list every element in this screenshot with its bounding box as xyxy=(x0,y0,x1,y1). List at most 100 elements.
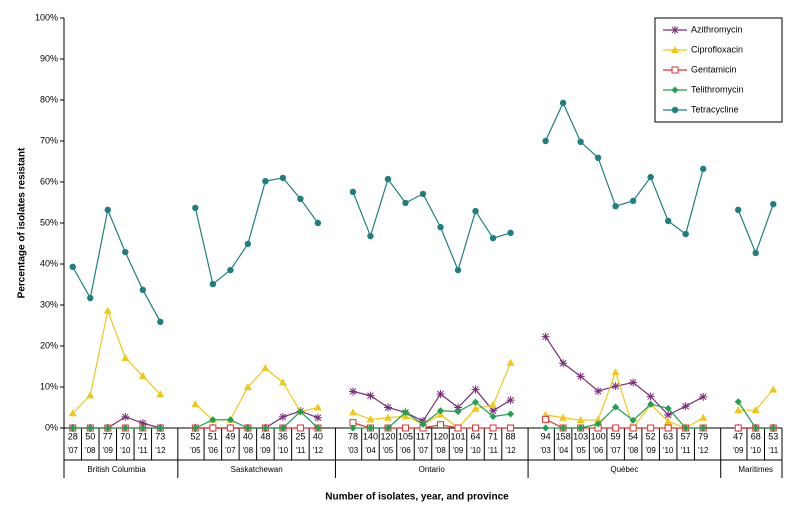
year-label: '11 xyxy=(768,446,778,455)
year-label: '09 xyxy=(260,446,271,455)
y-axis-label: Percentage of isolates resistant xyxy=(17,147,28,298)
year-label: '04 xyxy=(558,446,569,455)
point xyxy=(139,286,147,294)
point xyxy=(436,389,445,398)
point xyxy=(383,413,392,421)
point xyxy=(243,383,252,390)
point xyxy=(611,382,620,391)
isolate-count: 63 xyxy=(663,431,673,441)
year-label: '07 xyxy=(610,446,621,455)
series-line xyxy=(545,336,704,416)
year-label: '07 xyxy=(418,446,429,455)
y-tick-label: 80% xyxy=(40,94,58,104)
year-label: '10 xyxy=(751,446,762,455)
y-tick-label: 20% xyxy=(40,340,58,350)
point xyxy=(682,424,690,432)
point xyxy=(506,358,515,366)
point xyxy=(261,424,269,432)
y-tick-label: 10% xyxy=(40,381,58,391)
legend-label: Ciprofloxacin xyxy=(691,44,743,54)
point xyxy=(87,294,94,302)
point xyxy=(664,417,673,425)
year-label: '07 xyxy=(225,446,236,455)
point xyxy=(384,424,392,432)
group-label: Québec xyxy=(610,465,638,474)
point xyxy=(559,424,567,432)
point xyxy=(629,197,637,205)
series-line xyxy=(352,362,512,429)
point xyxy=(507,424,515,432)
point xyxy=(629,424,637,432)
point xyxy=(279,424,287,432)
isolate-count: 54 xyxy=(628,431,638,441)
series-line xyxy=(737,203,774,255)
series-line xyxy=(72,416,161,429)
point xyxy=(454,266,462,274)
point xyxy=(366,424,374,432)
isolate-count: 158 xyxy=(556,431,571,441)
point xyxy=(542,137,549,145)
series-line xyxy=(352,177,511,272)
point xyxy=(646,392,655,401)
legend-marker xyxy=(671,86,679,94)
point xyxy=(86,391,95,399)
point xyxy=(664,404,672,412)
point xyxy=(489,401,498,409)
point xyxy=(559,99,567,107)
point xyxy=(191,400,200,408)
series-line xyxy=(352,388,511,422)
year-label: '10 xyxy=(663,446,674,455)
point xyxy=(507,410,515,418)
point xyxy=(699,413,708,421)
point xyxy=(542,424,550,432)
y-tick-label: 0% xyxy=(45,422,58,432)
point xyxy=(419,190,427,198)
isolate-count: 25 xyxy=(295,431,305,441)
isolate-count: 120 xyxy=(380,431,395,441)
year-label: '06 xyxy=(400,446,411,455)
point xyxy=(437,421,445,429)
series-line xyxy=(545,403,704,429)
point xyxy=(296,408,304,416)
isolate-count: 71 xyxy=(488,431,498,441)
year-label: '11 xyxy=(295,446,305,455)
point xyxy=(647,424,655,432)
year-label: '03 xyxy=(348,446,359,455)
year-label: '12 xyxy=(698,446,709,455)
point xyxy=(471,404,480,412)
year-label: '11 xyxy=(681,446,691,455)
point xyxy=(682,230,689,238)
isolate-count: 64 xyxy=(471,431,481,441)
year-label: '08 xyxy=(85,446,96,455)
point xyxy=(752,249,759,257)
point xyxy=(209,280,217,288)
point xyxy=(348,387,357,396)
point xyxy=(69,263,76,271)
point xyxy=(559,413,568,421)
year-label: '12 xyxy=(313,446,324,455)
point xyxy=(647,173,654,181)
point xyxy=(594,420,602,428)
isolate-count: 88 xyxy=(506,431,516,441)
point xyxy=(541,332,550,341)
x-axis-label: Number of isolates, year, and province xyxy=(325,492,509,503)
year-label: '10 xyxy=(278,446,289,455)
point xyxy=(489,406,498,415)
point xyxy=(437,223,444,231)
point xyxy=(769,424,777,432)
year-label: '12 xyxy=(505,446,516,455)
point xyxy=(471,385,480,394)
point xyxy=(122,248,129,256)
point xyxy=(664,410,673,419)
point xyxy=(681,402,690,411)
series-line xyxy=(194,177,319,286)
isolate-count: 51 xyxy=(208,431,218,441)
isolate-count: 48 xyxy=(260,431,270,441)
point xyxy=(244,240,252,248)
point xyxy=(278,412,287,421)
legend-marker xyxy=(671,106,679,114)
point xyxy=(699,165,707,173)
year-label: '04 xyxy=(365,446,376,455)
